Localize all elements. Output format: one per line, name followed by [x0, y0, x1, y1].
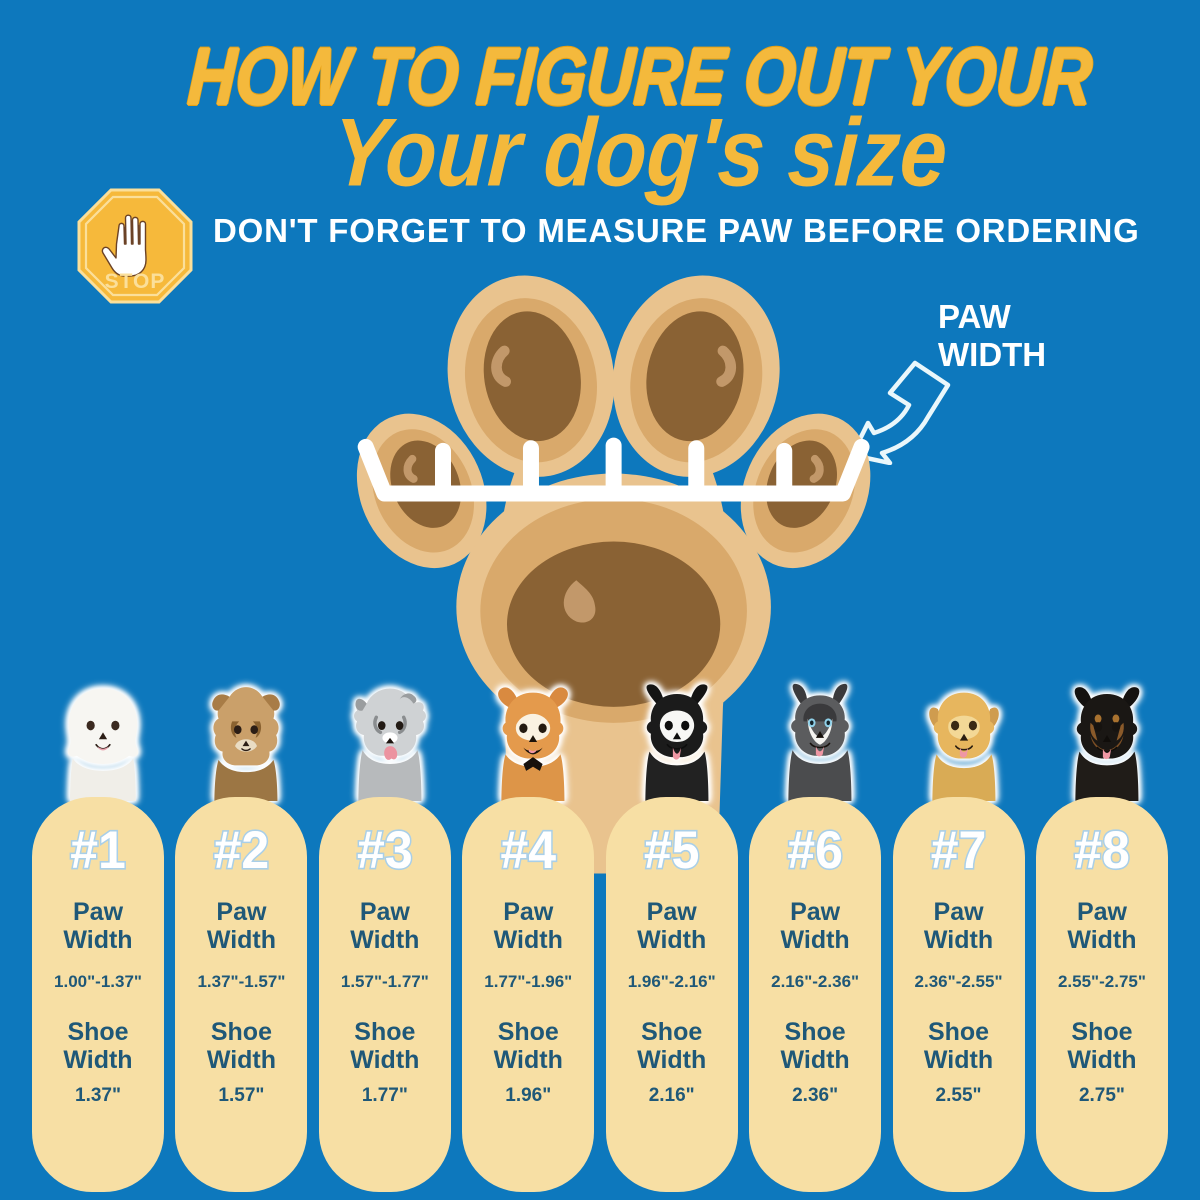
svg-text:STOP: STOP	[105, 270, 166, 293]
